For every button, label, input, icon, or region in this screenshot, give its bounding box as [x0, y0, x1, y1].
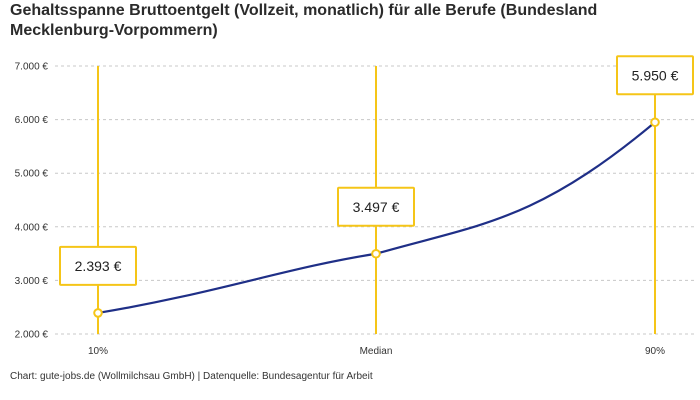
data-point [371, 248, 381, 259]
data-label-layer: 2.393 € 3.497 € 5.950 € [59, 55, 694, 286]
x-tick-label: Median [360, 346, 393, 357]
data-label-box [59, 245, 137, 286]
chart-source: Chart: gute-jobs.de (Wollmilchsau GmbH) … [10, 371, 373, 382]
y-axis: 2.000 € 3.000 € 4.000 € 5.000 € 6.000 € 7.000… [15, 62, 49, 341]
point-layer [93, 117, 660, 318]
y-tick-label: 5.000 € [15, 169, 49, 180]
chart-title: Gehaltsspanne Bruttoentgelt (Vollzeit, m… [10, 2, 598, 39]
y-tick-label: 3.000 € [15, 276, 49, 287]
data-label: 3.497 € [353, 199, 400, 215]
data-point [650, 117, 660, 128]
y-tick-label: 2.000 € [15, 330, 49, 341]
data-label-box [337, 186, 415, 227]
x-tick-label: 90% [645, 346, 665, 357]
y-tick-label: 7.000 € [15, 62, 49, 73]
x-axis: 10% Median 90% [88, 346, 665, 357]
data-label-box [616, 55, 694, 96]
data-point [93, 308, 103, 318]
data-label: 2.393 € [75, 258, 122, 274]
y-tick-label: 4.000 € [15, 222, 49, 233]
data-label: 5.950 € [632, 67, 679, 83]
x-tick-label: 10% [88, 346, 108, 357]
y-tick-label: 6.000 € [15, 115, 49, 126]
